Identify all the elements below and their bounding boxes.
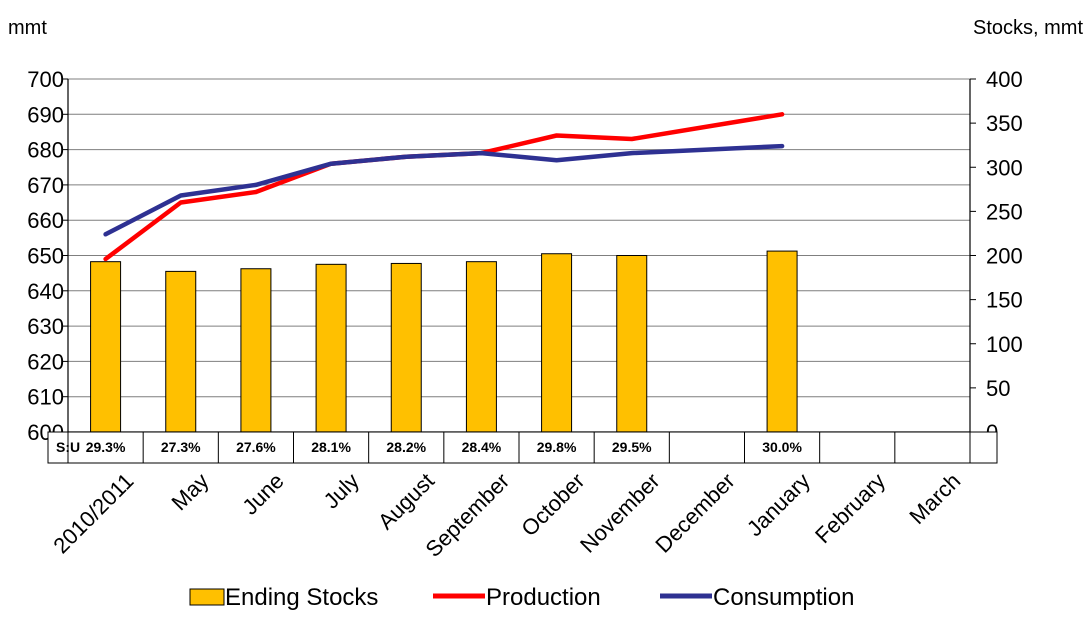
right-tick-label: 250 xyxy=(986,199,1023,224)
lines xyxy=(103,112,785,262)
left-tick-label: 610 xyxy=(27,385,64,410)
su-table: S:U 29.3% 27.3% 27.6% 28.1% 28.2% 28.4% 29.8% 29… xyxy=(47,431,998,464)
line-consumption xyxy=(103,143,785,237)
right-tick-label: 400 xyxy=(986,67,1023,92)
line-production xyxy=(103,112,785,262)
left-tick-label: 690 xyxy=(27,102,64,127)
su-ratio: 27.6% xyxy=(236,439,276,455)
bar-ending-stocks xyxy=(465,261,497,433)
left-tick-label: 630 xyxy=(27,314,64,339)
left-tick-label: 640 xyxy=(27,279,64,304)
legend-swatch-ending-stocks xyxy=(189,588,225,606)
right-tick-label: 150 xyxy=(986,288,1023,313)
x-tick-label: May xyxy=(167,468,214,515)
x-tick-label: October xyxy=(516,468,589,541)
bar-ending-stocks xyxy=(390,262,422,433)
legend-label: Consumption xyxy=(713,584,854,611)
right-tick-label: 50 xyxy=(986,376,1010,401)
su-ratio: 27.3% xyxy=(161,439,201,455)
legend-label: Production xyxy=(486,584,601,611)
su-table-border xyxy=(47,431,998,464)
left-tick-label: 660 xyxy=(27,208,64,233)
x-tick-label: December xyxy=(650,468,739,557)
bar-ending-stocks xyxy=(90,261,122,433)
right-tick-label: 100 xyxy=(986,332,1023,357)
x-tick-label: March xyxy=(904,468,965,529)
right-tick-label: 300 xyxy=(986,155,1023,180)
x-tick-label: June xyxy=(237,468,288,519)
x-tick-label: January xyxy=(742,468,815,541)
bar-ending-stocks xyxy=(240,268,272,433)
right-tick-label: 350 xyxy=(986,111,1023,136)
right-tick-label: 200 xyxy=(986,244,1023,269)
bar-ending-stocks xyxy=(315,263,347,433)
legend-label: Ending Stocks xyxy=(225,584,378,611)
bar-ending-stocks xyxy=(165,270,197,433)
left-tick-label: 650 xyxy=(27,244,64,269)
right-axis-unit: Stocks, mmt xyxy=(973,17,1083,39)
su-ratio: 28.2% xyxy=(386,439,426,455)
su-ratio: 29.8% xyxy=(537,439,577,455)
x-tick-label: February xyxy=(810,468,890,548)
x-tick-label: 2010/2011 xyxy=(48,468,138,558)
bars xyxy=(90,250,798,433)
x-tick-label: August xyxy=(373,468,439,534)
grid xyxy=(68,78,970,433)
su-label: S:U xyxy=(56,439,80,455)
su-ratio: 30.0% xyxy=(762,439,802,455)
x-tick-label: July xyxy=(319,468,364,513)
left-axis-unit: mmt xyxy=(8,17,47,39)
legend: Ending Stocks Production Consumption xyxy=(189,584,854,611)
left-tick-label: 700 xyxy=(27,67,64,92)
su-ratio: 29.5% xyxy=(612,439,652,455)
bar-ending-stocks xyxy=(616,255,648,433)
su-ratio: 28.4% xyxy=(462,439,502,455)
bar-ending-stocks xyxy=(766,250,798,433)
left-tick-label: 620 xyxy=(27,349,64,374)
bar-ending-stocks xyxy=(541,253,573,433)
left-tick-label: 680 xyxy=(27,138,64,163)
su-ratio: 29.3% xyxy=(86,439,126,455)
su-ratio: 28.1% xyxy=(311,439,351,455)
x-tick-label: November xyxy=(575,468,664,557)
left-tick-label: 670 xyxy=(27,173,64,198)
